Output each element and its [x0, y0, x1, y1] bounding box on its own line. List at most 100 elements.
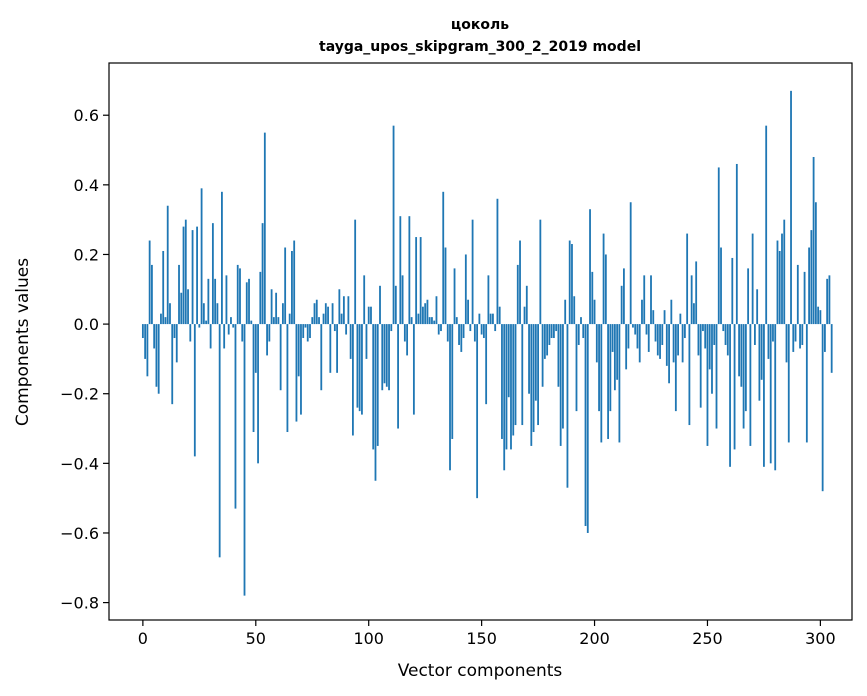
bar: [374, 324, 377, 481]
bar: [381, 324, 384, 391]
bar: [519, 240, 521, 325]
bar: [419, 237, 422, 325]
bar: [304, 324, 307, 328]
bar: [799, 324, 801, 349]
bar: [390, 324, 393, 332]
plot-frame: [108, 62, 853, 621]
x-tick-label: 100: [353, 629, 384, 648]
bar: [668, 324, 670, 384]
bar: [686, 233, 689, 325]
bar: [433, 320, 436, 325]
bar: [787, 324, 790, 443]
bar: [388, 324, 390, 391]
bar: [460, 324, 463, 352]
bar: [729, 324, 731, 467]
bar: [189, 324, 192, 342]
bar: [266, 324, 268, 356]
bar: [245, 282, 248, 325]
bar: [611, 324, 614, 352]
bar: [306, 324, 309, 342]
bar: [401, 275, 404, 325]
bar: [769, 324, 772, 464]
bar: [153, 324, 156, 349]
bar: [661, 324, 664, 345]
bar: [322, 313, 325, 325]
bar: [383, 324, 386, 384]
bar: [580, 317, 582, 325]
bar: [501, 324, 503, 439]
bar: [399, 216, 402, 325]
bar: [175, 324, 178, 363]
bar: [573, 296, 576, 325]
bar: [403, 324, 406, 342]
bar: [717, 167, 720, 325]
bar: [598, 324, 600, 412]
bar: [462, 324, 465, 339]
bar: [735, 163, 738, 325]
x-tick-label: 50: [246, 629, 266, 648]
bar: [498, 306, 501, 325]
bar: [742, 324, 745, 429]
bar: [516, 264, 519, 325]
bar: [589, 209, 591, 325]
bar: [699, 324, 702, 408]
bar: [521, 324, 524, 426]
bar: [300, 324, 302, 415]
bar: [695, 261, 698, 325]
bar: [352, 324, 354, 436]
bar: [541, 324, 544, 387]
bar: [385, 324, 388, 387]
bar: [162, 250, 165, 325]
bar: [808, 247, 810, 325]
bar: [336, 324, 338, 373]
bar: [230, 317, 232, 325]
bar: [681, 324, 684, 363]
bar: [697, 324, 700, 356]
bar: [814, 202, 817, 325]
bar: [591, 271, 594, 325]
bar: [586, 324, 589, 533]
bar: [781, 233, 783, 325]
bar: [455, 317, 458, 325]
bar: [241, 324, 244, 342]
bar: [313, 303, 316, 325]
bar: [442, 191, 445, 325]
bar: [408, 216, 411, 325]
bar: [625, 324, 628, 370]
bar: [738, 324, 740, 377]
bar: [496, 198, 499, 325]
bar: [331, 303, 334, 325]
bar: [397, 324, 399, 429]
bar: [453, 268, 456, 325]
bar: [272, 317, 275, 325]
x-tick-label: 300: [805, 629, 836, 648]
bar: [776, 240, 779, 325]
bar: [528, 324, 530, 394]
bar: [552, 324, 555, 339]
bar: [320, 324, 323, 391]
bar: [654, 324, 657, 342]
bar: [674, 324, 677, 412]
bar: [672, 324, 675, 363]
bar: [467, 299, 469, 325]
bar: [826, 278, 829, 325]
bar: [821, 324, 824, 492]
bar: [254, 324, 257, 373]
bar: [392, 125, 395, 325]
bar: [812, 156, 815, 325]
bar: [263, 132, 266, 325]
bar: [566, 324, 569, 488]
x-tick-label: 250: [692, 629, 723, 648]
bar: [733, 324, 736, 450]
y-tick-label: 0.4: [74, 176, 99, 195]
y-tick-label: −0.6: [60, 524, 99, 543]
bar: [534, 324, 537, 401]
bar: [679, 313, 682, 325]
bar: [523, 306, 526, 325]
bar: [550, 324, 553, 339]
bar: [634, 324, 637, 335]
bar: [243, 324, 246, 596]
bar: [223, 324, 226, 349]
bar: [783, 219, 786, 325]
bar: [218, 324, 221, 558]
